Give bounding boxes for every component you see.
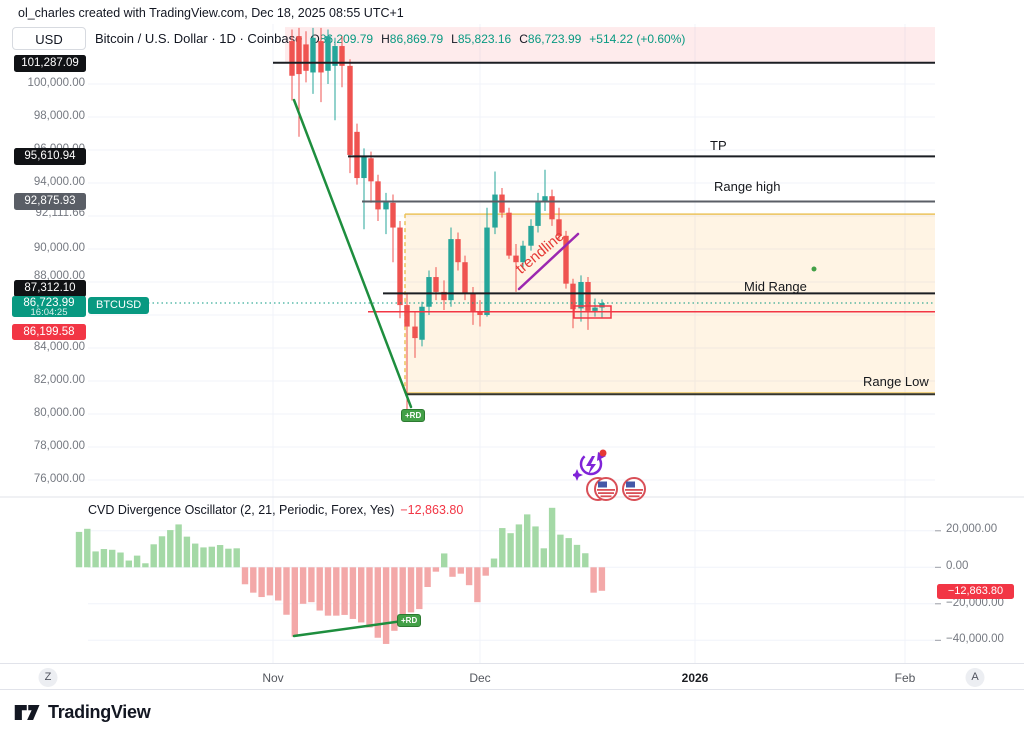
time-axis-label-nov[interactable]: Nov — [262, 671, 283, 685]
time-axis[interactable]: Z Nov Dec 2026 Feb A — [0, 663, 1024, 690]
candle — [426, 277, 431, 307]
candle — [347, 66, 352, 155]
candle — [289, 41, 294, 76]
chart-canvas[interactable]: trendline — [0, 0, 1024, 743]
candle — [499, 195, 504, 213]
candle — [542, 196, 547, 201]
tradingview-logo-icon — [14, 701, 41, 724]
tradingview-logo-text: TradingView — [48, 702, 150, 723]
time-axis-label-feb[interactable]: Feb — [895, 671, 916, 685]
candle — [368, 158, 373, 181]
candle — [528, 226, 533, 246]
candle — [433, 277, 438, 292]
tradingview-logo[interactable]: TradingView — [14, 701, 150, 724]
flag-coin-icon[interactable] — [623, 478, 645, 500]
price-consolidation-box — [574, 306, 611, 318]
candle — [448, 239, 453, 300]
candle — [506, 213, 511, 256]
candle — [390, 203, 395, 228]
symbol-price-line-badge: BTCUSD — [88, 297, 149, 314]
candle — [412, 327, 417, 339]
flag-coin-double-icon[interactable] — [587, 478, 617, 500]
candle — [318, 41, 323, 72]
candle — [484, 228, 489, 315]
rd-divergence-badge[interactable]: +RD — [401, 409, 425, 422]
rd-divergence-badge[interactable]: +RD — [397, 614, 421, 627]
candle — [535, 201, 540, 226]
tradingview-window: ol_charles created with TradingView.com,… — [0, 0, 1024, 743]
candle — [455, 239, 460, 262]
candle — [361, 157, 366, 178]
chart-sticker-group — [573, 449, 655, 510]
time-axis-button-a[interactable]: A — [966, 668, 985, 687]
candle — [375, 181, 380, 209]
candle — [354, 132, 359, 178]
refresh-lightning-icon[interactable] — [573, 450, 607, 482]
candle — [492, 195, 497, 228]
candle — [578, 282, 583, 308]
candle — [462, 262, 467, 293]
time-axis-button-z[interactable]: Z — [39, 668, 58, 687]
candle — [404, 305, 409, 326]
time-axis-label-dec[interactable]: Dec — [469, 671, 490, 685]
time-axis-label-2026[interactable]: 2026 — [682, 671, 709, 685]
candle — [303, 44, 308, 70]
trendline-green — [294, 620, 410, 636]
candle — [549, 196, 554, 219]
candle — [325, 36, 330, 71]
candle — [310, 38, 315, 73]
candle — [296, 36, 301, 74]
